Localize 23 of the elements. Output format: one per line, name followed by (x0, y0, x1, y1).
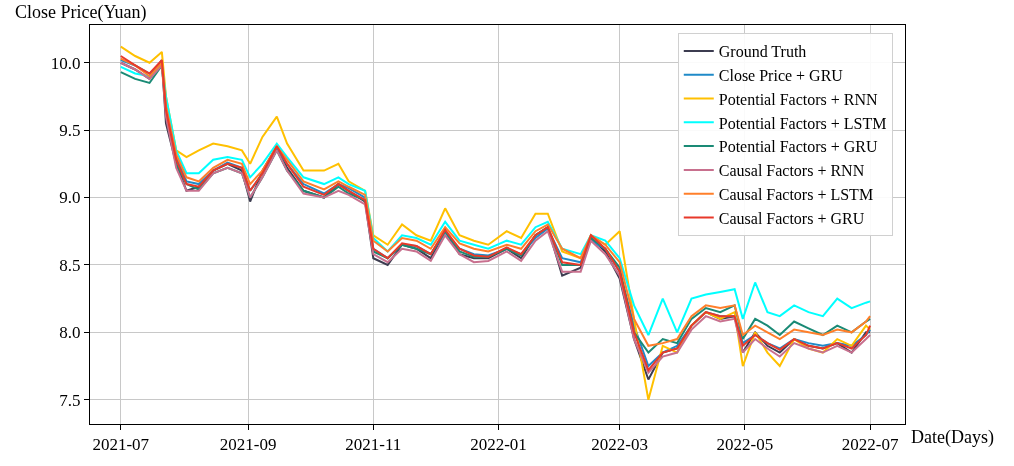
legend-label: Causal Factors + GRU (718, 209, 865, 227)
x-tick-label: 2021-07 (92, 435, 150, 455)
y-tick-label: 9.5 (59, 121, 81, 141)
x-tick-label: 2022-05 (716, 435, 774, 455)
x-tick-label: 2022-03 (591, 435, 648, 455)
legend-label: Potential Factors + GRU (718, 138, 879, 156)
x-tick-label: 2022-01 (470, 435, 527, 455)
y-axis-title: Close Price(Yuan) (15, 2, 147, 23)
legend-label: Ground Truth (718, 43, 807, 61)
y-tick-label: 8.5 (59, 255, 81, 275)
legend-label: Potential Factors + RNN (718, 90, 879, 108)
y-tick-label: 8.0 (59, 323, 81, 343)
legend-label: Close Price + GRU (718, 66, 844, 84)
legend-label: Potential Factors + LSTM (718, 114, 887, 132)
x-tick-label: 2021-09 (219, 435, 277, 455)
legend-label: Causal Factors + LSTM (718, 185, 874, 203)
x-tick-label: 2022-07 (841, 435, 899, 455)
x-axis-title: Date(Days) (911, 427, 994, 448)
y-tick-label: 7.5 (59, 390, 81, 410)
y-tick-label: 10.0 (50, 53, 81, 73)
x-tick-label: 2021-11 (345, 435, 402, 455)
y-tick-label: 9.0 (59, 188, 81, 208)
legend-label: Causal Factors + RNN (718, 162, 865, 180)
